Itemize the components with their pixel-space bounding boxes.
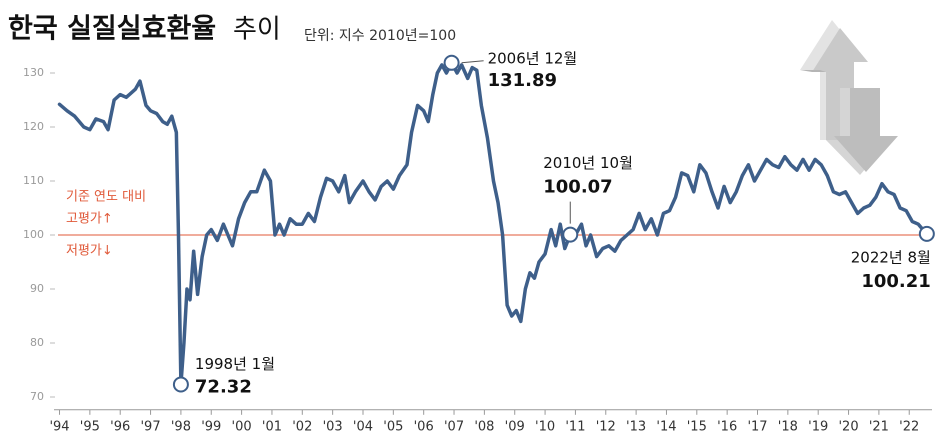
x-tick-label: '94	[49, 419, 69, 434]
chart-subtitle: 단위: 지수 2010년=100	[304, 28, 456, 44]
annotation-marker	[562, 226, 579, 243]
annotation-marker	[443, 54, 460, 71]
chart-title: 한국 실질실효환율	[8, 14, 216, 45]
x-tick-label: '12	[596, 419, 616, 434]
x-tick-label: '03	[323, 419, 343, 434]
x-tick-label: '08	[474, 419, 494, 434]
y-tick-label: 70	[30, 390, 44, 403]
reference-label: 저평가↓	[66, 244, 113, 259]
x-tick-label: '98	[171, 419, 191, 434]
x-tick-label: '22	[899, 419, 919, 434]
chart-title-light: 추이	[233, 15, 281, 45]
x-tick-label: '19	[808, 419, 828, 434]
x-tick-label: '07	[444, 419, 464, 434]
annotation-marker	[918, 225, 935, 242]
x-tick-label: '97	[140, 419, 160, 434]
y-tick-label: 100	[23, 228, 44, 241]
y-tick-label: 80	[30, 336, 44, 349]
x-tick-label: '95	[80, 419, 100, 434]
annotation-value: 131.89	[488, 70, 557, 91]
x-tick-label: '02	[292, 419, 312, 434]
x-tick-label: '06	[414, 419, 434, 434]
x-tick-label: '11	[565, 419, 585, 434]
x-tick-label: '00	[232, 419, 252, 434]
x-tick-label: '15	[687, 419, 707, 434]
x-tick-label: '18	[778, 419, 798, 434]
reference-label: 고평가↑	[66, 212, 113, 227]
reference-label: 기준 연도 대비	[66, 190, 146, 205]
x-tick-label: '99	[201, 419, 221, 434]
annotation-value: 72.32	[195, 376, 252, 397]
annotation-date: 2010년 10월	[543, 154, 633, 172]
x-tick-label: '16	[717, 419, 737, 434]
annotation-marker	[172, 376, 189, 393]
x-tick-label: '17	[747, 419, 767, 434]
y-tick-label: 120	[23, 120, 44, 133]
x-tick-label: '01	[262, 419, 282, 434]
data-line	[57, 61, 929, 387]
x-tick-label: '05	[383, 419, 403, 434]
x-tick-label: '10	[535, 419, 555, 434]
x-tick-label: '21	[869, 419, 889, 434]
x-tick-label: '04	[353, 419, 373, 434]
annotation-leader	[461, 60, 484, 64]
y-tick-label: 110	[23, 174, 44, 187]
y-tick-label: 90	[30, 282, 44, 295]
annotation-date: 1998년 1월	[195, 355, 275, 373]
annotation-value: 100.07	[543, 177, 612, 198]
annotation-value: 100.21	[861, 271, 930, 292]
x-tick-label: '20	[838, 419, 858, 434]
arrow-icon	[800, 20, 898, 175]
x-tick-label: '09	[505, 419, 525, 434]
y-tick-label: 130	[23, 66, 44, 79]
annotation-date: 2022년 8월	[851, 248, 931, 266]
x-tick-label: '14	[656, 419, 676, 434]
x-tick-label: '96	[110, 419, 130, 434]
annotation-date: 2006년 12월	[488, 49, 578, 67]
x-tick-label: '13	[626, 419, 646, 434]
